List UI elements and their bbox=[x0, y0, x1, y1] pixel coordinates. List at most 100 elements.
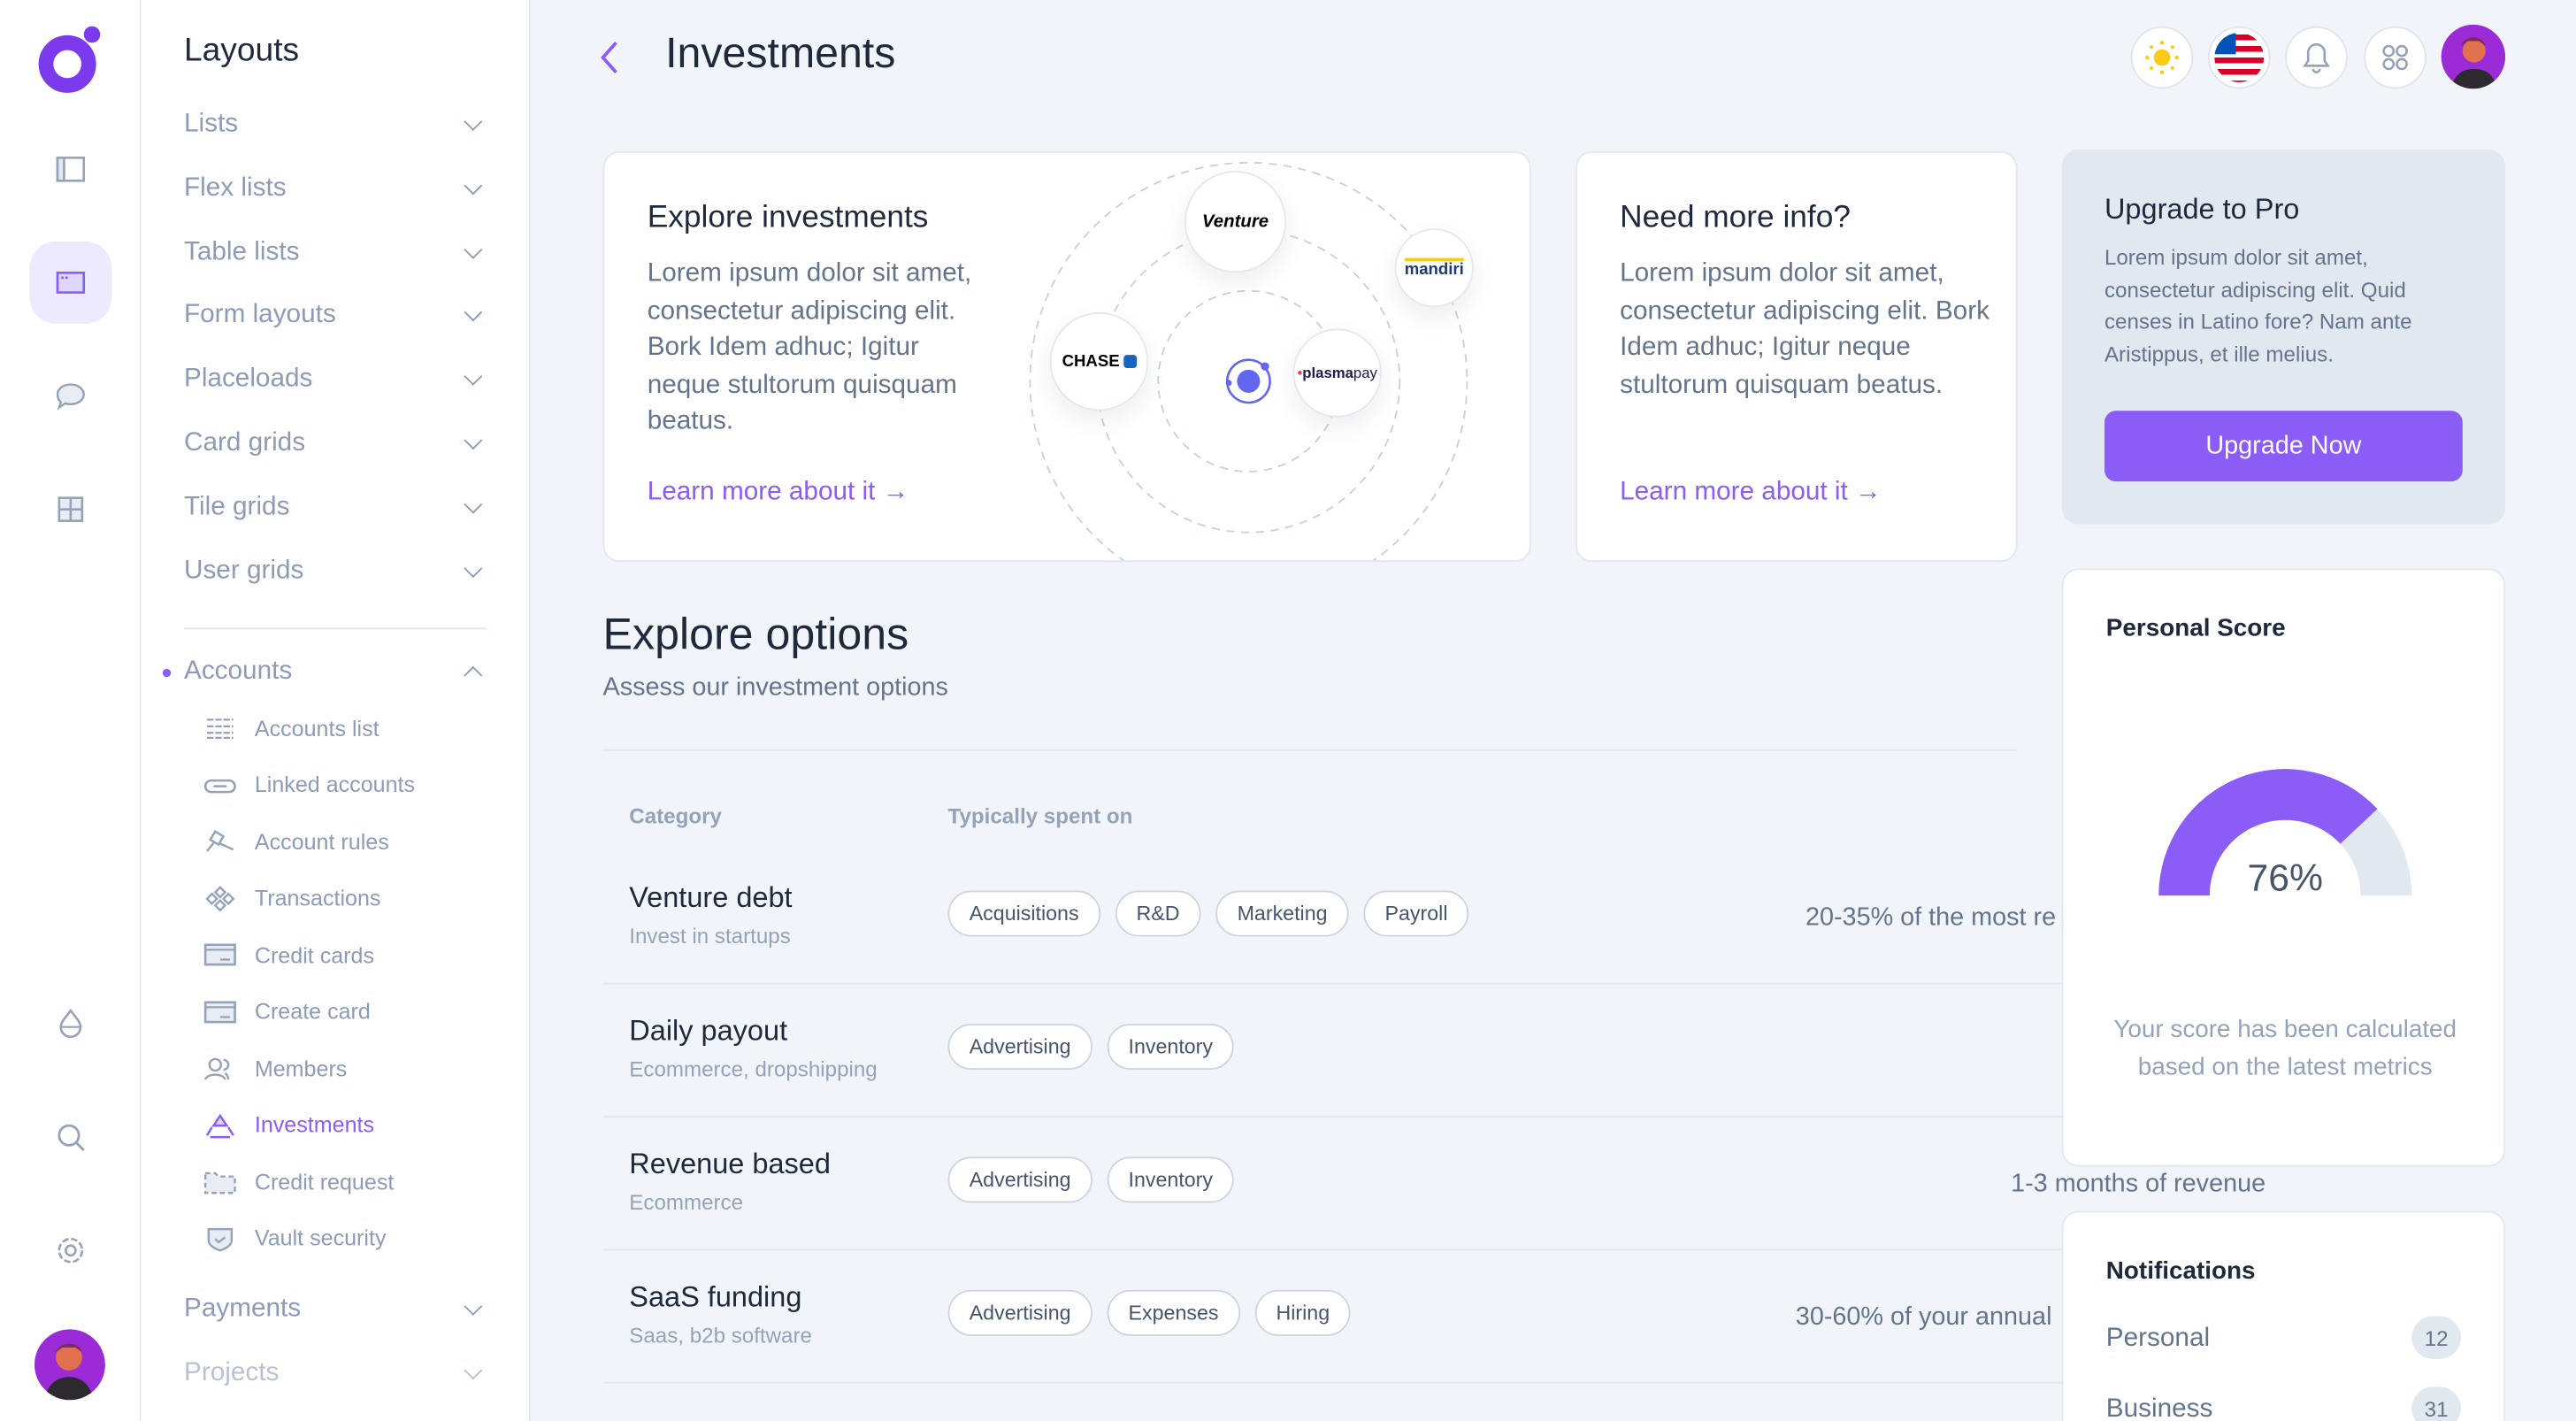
notification-business[interactable]: Business bbox=[2105, 1394, 2213, 1421]
sidebar-subitem[interactable]: Investments bbox=[203, 1109, 374, 1141]
divider bbox=[183, 627, 487, 630]
logo[interactable] bbox=[34, 25, 107, 97]
table-row[interactable]: Revenue based Ecommerce Advertising Inven… bbox=[602, 1118, 2411, 1251]
card-plus-icon bbox=[203, 1000, 236, 1023]
tag-list: Advertising Expenses Hiring bbox=[947, 1289, 1366, 1336]
sidebar-item-label: Projects bbox=[183, 1358, 280, 1387]
count-badge: 31 bbox=[2411, 1386, 2461, 1421]
folder-dashed-icon bbox=[203, 1171, 236, 1194]
chevron-up-icon bbox=[464, 665, 483, 685]
sidebar-subitem[interactable]: Linked accounts bbox=[203, 768, 415, 801]
sidebar-subitem[interactable]: Credit cards bbox=[203, 938, 374, 971]
personal-score-card: Personal Score 76% Your score has been c… bbox=[2061, 568, 2506, 1167]
card-text: Lorem ipsum dolor sit amet, consectetur … bbox=[647, 259, 972, 436]
chevron-down-icon bbox=[464, 1296, 483, 1316]
chase-logo: CHASE bbox=[1049, 311, 1149, 411]
logo-text: Venture bbox=[1201, 211, 1269, 232]
chevron-down-icon bbox=[464, 111, 483, 131]
bell-icon bbox=[2303, 42, 2330, 73]
arrow-right-icon: → bbox=[1855, 478, 1882, 506]
row-amount: 1-3 months of revenue bbox=[2011, 1170, 2266, 1198]
chevron-down-icon bbox=[464, 175, 483, 195]
tag[interactable]: Hiring bbox=[1254, 1289, 1352, 1336]
sidebar-item-accounts[interactable]: Accounts bbox=[184, 654, 487, 690]
sidebar-item-group[interactable]: User grids bbox=[184, 553, 487, 589]
back-button[interactable] bbox=[598, 40, 621, 84]
chevron-down-icon bbox=[464, 367, 483, 387]
chevron-down-icon bbox=[464, 240, 483, 259]
sidebar-title: Layouts bbox=[183, 33, 300, 69]
card-title: Upgrade to Pro bbox=[2104, 192, 2300, 226]
logo-text: CHASE bbox=[1062, 352, 1120, 371]
table-row[interactable]: SaaS funding Saas, b2b software Advertis… bbox=[602, 1250, 2411, 1384]
tag[interactable]: Advertising bbox=[947, 1156, 1092, 1203]
tag[interactable]: R&D bbox=[1115, 890, 1201, 937]
sidebar-subitem[interactable]: Create card bbox=[203, 995, 371, 1027]
profile-avatar[interactable] bbox=[2441, 24, 2506, 89]
card-title: Notifications bbox=[2105, 1256, 2256, 1286]
table-row[interactable]: Venture debt Invest in startups Acquisit… bbox=[602, 851, 2411, 985]
sidebar-item-label: Tile grids bbox=[183, 492, 290, 521]
sidebar-subitem-label: Investments bbox=[254, 1112, 375, 1138]
settings-icon[interactable] bbox=[41, 1221, 100, 1280]
need-info-card: Need more info? Lorem ipsum dolor sit am… bbox=[1575, 150, 2018, 563]
sidebar-item-label: User grids bbox=[183, 556, 304, 585]
language-button[interactable] bbox=[2207, 26, 2271, 89]
sidebar-item-label: Payments bbox=[183, 1294, 302, 1323]
tag[interactable]: Advertising bbox=[947, 1023, 1092, 1070]
tag-list: Advertising Inventory bbox=[947, 1156, 1249, 1203]
sidebar-subitem-label: Transactions bbox=[254, 885, 381, 910]
sidebar-subitem[interactable]: Account rules bbox=[203, 825, 389, 857]
sidebar-item-label: Lists bbox=[183, 110, 239, 138]
tag[interactable]: Acquisitions bbox=[947, 890, 1100, 937]
search-icon[interactable] bbox=[41, 1108, 100, 1167]
sidebar-item-group[interactable]: Placeloads bbox=[184, 362, 487, 398]
theme-toggle-button[interactable] bbox=[2130, 26, 2194, 89]
tag[interactable]: Marketing bbox=[1215, 890, 1349, 937]
row-title: Daily payout bbox=[629, 1013, 788, 1047]
sun-icon bbox=[2145, 41, 2179, 74]
sidebar-item-group[interactable]: Projects bbox=[184, 1356, 487, 1392]
sidebar-subitem[interactable]: Transactions bbox=[203, 881, 380, 914]
row-subtitle: Saas, b2b software bbox=[629, 1322, 812, 1348]
sidebar-subitem[interactable]: Vault security bbox=[203, 1222, 386, 1255]
shield-check-icon bbox=[207, 1226, 234, 1251]
sidebar-subitem[interactable]: Members bbox=[203, 1052, 347, 1085]
apps-grid-icon bbox=[2382, 44, 2408, 71]
sidebar-item-group[interactable]: Card grids bbox=[184, 426, 487, 462]
sidebar-subitem[interactable]: Credit request bbox=[203, 1165, 394, 1198]
sidebar-item-group[interactable]: Form layouts bbox=[184, 298, 487, 334]
sidebar-item-group[interactable]: Payments bbox=[184, 1292, 487, 1328]
tag[interactable]: Inventory bbox=[1107, 1023, 1235, 1070]
tag[interactable]: Inventory bbox=[1107, 1156, 1235, 1203]
tag[interactable]: Advertising bbox=[947, 1289, 1092, 1336]
droplet-icon[interactable] bbox=[41, 995, 100, 1054]
user-avatar[interactable] bbox=[34, 1329, 105, 1401]
upgrade-now-button[interactable]: Upgrade Now bbox=[2104, 411, 2463, 482]
tag[interactable]: Expenses bbox=[1107, 1289, 1240, 1336]
card-title: Personal Score bbox=[2105, 614, 2286, 643]
learn-more-link[interactable]: Learn more about it → bbox=[648, 478, 909, 507]
window-icon[interactable] bbox=[29, 241, 112, 324]
notification-personal[interactable]: Personal bbox=[2105, 1324, 2211, 1353]
sidebar-item-group[interactable]: Tile grids bbox=[184, 489, 487, 526]
sidebar-layout-icon[interactable] bbox=[41, 140, 100, 199]
logo-text: pay bbox=[1353, 365, 1377, 381]
apps-button[interactable] bbox=[2364, 26, 2426, 89]
notifications-button[interactable] bbox=[2285, 26, 2348, 89]
sidebar-item-group[interactable]: Lists bbox=[184, 107, 487, 143]
gauge-fill bbox=[2158, 769, 2378, 896]
learn-more-link[interactable]: Learn more about it → bbox=[1620, 478, 1882, 507]
row-title: Venture debt bbox=[629, 880, 793, 914]
grid-icon[interactable] bbox=[41, 480, 100, 539]
tag[interactable]: Payroll bbox=[1363, 890, 1469, 937]
table-row[interactable]: Daily payout Ecommerce, dropshipping Adv… bbox=[602, 984, 2411, 1118]
sidebar-item-group[interactable]: Flex lists bbox=[184, 171, 487, 207]
sidebar-item-label: Flex lists bbox=[183, 173, 287, 203]
chat-icon[interactable] bbox=[41, 366, 100, 426]
plasmapay-logo: •plasmapay bbox=[1292, 328, 1382, 418]
sidebar-subitem[interactable]: Accounts list bbox=[203, 711, 380, 744]
column-header-spent-on: Typically spent on bbox=[947, 803, 1133, 828]
sidebar-subitem-label: Linked accounts bbox=[254, 772, 416, 797]
sidebar-item-group[interactable]: Table lists bbox=[184, 234, 487, 271]
